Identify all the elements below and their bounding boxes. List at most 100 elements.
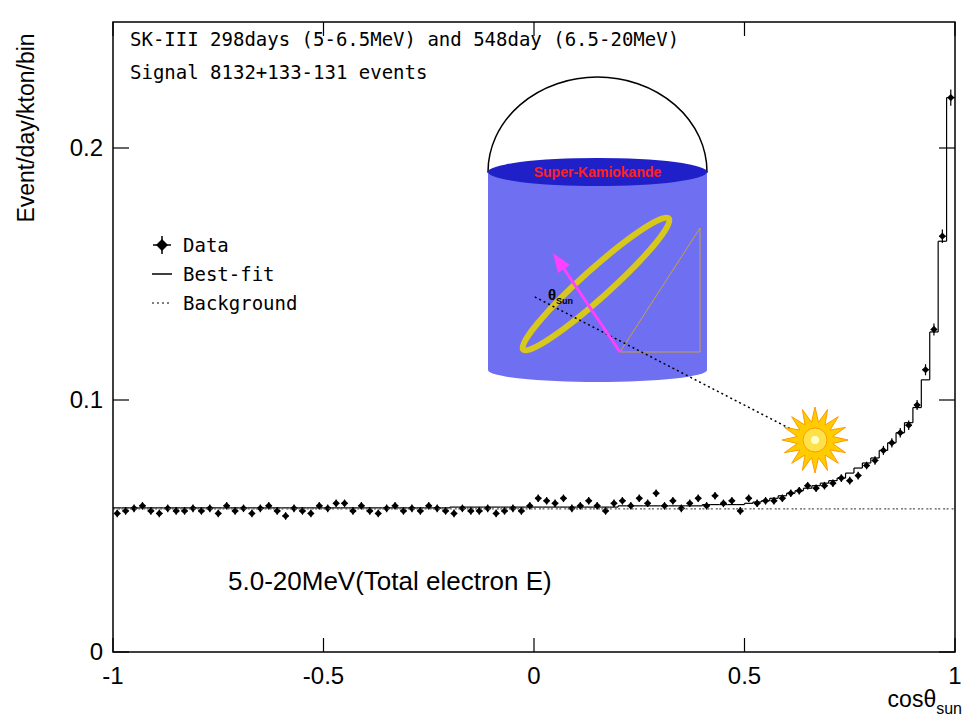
data-point [779,495,786,502]
background [0,0,970,725]
step-segment [281,508,289,509]
step-riser [862,463,863,468]
step-segment [517,507,525,508]
step-segment [930,331,938,332]
step-segment [702,508,710,509]
step-segment [627,505,635,506]
step-segment [222,507,230,508]
data-point [577,502,584,509]
step-segment [921,508,929,509]
step-segment [812,485,820,486]
step-segment [837,478,845,479]
plot-area [113,90,955,520]
electron-arrow [562,266,620,352]
step-segment [526,508,534,509]
step-segment [761,508,769,509]
data-point [231,507,238,514]
step-segment [298,507,306,508]
step-segment [534,508,542,509]
step-segment [896,432,904,433]
series-1 [113,98,955,508]
x-tick [112,638,113,652]
guide-line [700,228,701,352]
step-segment [391,507,399,508]
x-tick [533,638,534,652]
step-segment [593,508,601,509]
data-point [324,505,331,512]
step-segment [846,508,854,509]
x-tick [954,638,955,652]
step-segment [248,508,256,509]
step-segment [947,97,955,98]
data-point [156,510,163,517]
step-segment [492,507,500,508]
step-segment [189,508,197,509]
legend-marker-bar [161,236,163,254]
step-segment [349,507,357,508]
bin-width-bar [838,478,844,479]
data-point [636,495,643,502]
step-segment [324,508,332,509]
detector-label: Super-Kamiokande [534,164,662,180]
step-segment [904,422,912,423]
x-tick-label: 0.5 [728,662,761,689]
data-point [400,507,407,514]
step-segment [450,507,458,508]
step-riser [794,491,795,494]
step-segment [441,507,449,508]
data-point [686,500,693,507]
step-segment [509,507,517,508]
sun-rays [782,407,848,473]
step-segment [862,508,870,509]
step-segment [147,508,155,509]
step-segment [206,508,214,509]
x-tick-label: 1 [948,662,961,689]
step-segment [214,507,222,508]
step-segment [492,508,500,509]
step-segment [450,508,458,509]
step-segment [635,508,643,509]
data-point [173,507,180,514]
data-point [274,507,281,514]
step-segment [121,507,129,508]
step-segment [753,501,761,502]
data-point [425,502,432,509]
data-point [307,510,314,517]
step-segment [854,467,862,468]
header-line: Signal 8132+133-131 events [130,61,427,83]
data-point [695,495,702,502]
bin-width-bar [880,450,886,451]
dome [488,77,707,172]
arrow-head [553,253,570,273]
step-riser [820,483,821,486]
step-segment [576,507,584,508]
data-point [467,507,474,514]
data-point [543,497,550,504]
cherenkov-ring [514,208,678,360]
step-segment [904,508,912,509]
guide-line [620,228,700,352]
data-point [290,505,297,512]
step-segment [467,508,475,509]
data-point [526,502,533,509]
step-segment [568,508,576,509]
step-segment [239,508,247,509]
step-segment [795,508,803,509]
step-segment [408,507,416,508]
data-point [484,505,491,512]
x-tick [744,22,745,36]
step-segment [601,508,609,509]
step-segment [239,507,247,508]
data-point [518,507,525,514]
step-riser [811,486,812,489]
step-segment [197,507,205,508]
data-point [652,490,659,497]
data-point [257,505,264,512]
step-segment [197,508,205,509]
data-point [745,495,752,502]
x-tick [323,638,324,652]
step-riser [938,241,939,332]
step-segment [854,508,862,509]
step-segment [559,507,567,508]
data-point [206,505,213,512]
